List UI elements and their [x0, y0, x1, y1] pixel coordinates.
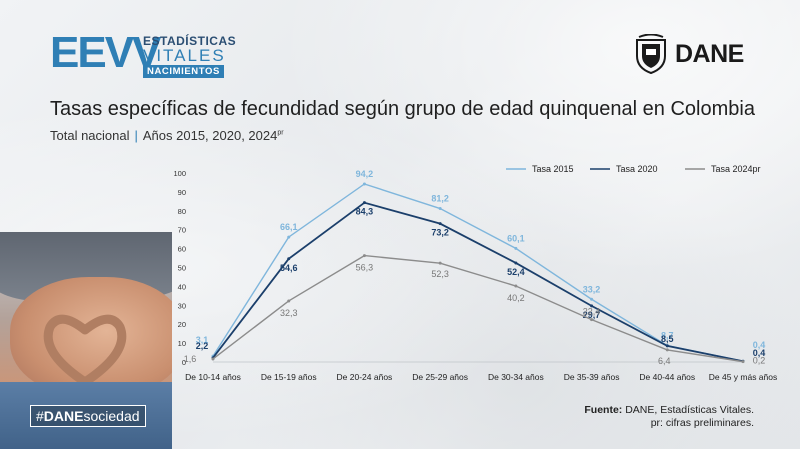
data-point: [287, 235, 291, 239]
data-label: 0,4: [753, 348, 766, 358]
y-tick-label: 0: [182, 358, 186, 367]
data-label: 8,7: [661, 331, 674, 341]
data-label: 8,5: [661, 334, 674, 344]
data-point: [665, 348, 669, 352]
x-tick-label: De 20-24 años: [337, 372, 393, 382]
subtitle-sup: pr: [277, 129, 284, 137]
hashtag-symbol: #: [36, 408, 44, 424]
data-point: [665, 344, 669, 348]
data-point: [514, 284, 518, 288]
series-line: [212, 201, 744, 363]
data-label: 81,2: [431, 194, 449, 204]
y-tick-label: 50: [178, 264, 186, 273]
data-label: 0,2: [753, 356, 766, 366]
page-title: Tasas específicas de fecundidad según gr…: [50, 98, 755, 120]
data-point: [514, 246, 518, 250]
subtitle-part2: Años 2015, 2020, 2024: [142, 128, 278, 143]
data-label: 73,2: [431, 228, 449, 238]
data-label: 6,4: [658, 356, 671, 366]
subtitle-part1: Total nacional: [50, 128, 130, 143]
data-label: 60,1: [507, 233, 525, 243]
x-tick-label: De 45 y más años: [709, 372, 778, 382]
x-tick-label: De 30-34 años: [488, 372, 544, 382]
data-point: [362, 201, 366, 205]
logo-line2: VITALES: [143, 46, 226, 65]
y-tick-label: 70: [178, 226, 186, 235]
x-tick-label: De 25-29 años: [412, 372, 468, 382]
data-label: 0,4: [753, 340, 766, 350]
data-point: [362, 254, 366, 258]
data-point: [362, 182, 366, 186]
legend-label: Tasa 2015: [532, 164, 574, 174]
data-point: [590, 297, 594, 301]
data-point: [211, 357, 215, 361]
data-label: 3,1: [196, 335, 209, 345]
logo-line1: ESTADÍSTICAS: [143, 34, 237, 48]
x-tick-label: De 35-39 años: [564, 372, 620, 382]
series-line: [212, 183, 744, 362]
logo-big-text: EEVV: [50, 28, 161, 77]
data-label: 54,6: [280, 263, 298, 273]
x-tick-label: De 10-14 años: [185, 372, 241, 382]
data-label: 1,6: [184, 354, 197, 364]
data-label: 40,2: [507, 293, 525, 303]
source-label: Fuente:: [584, 404, 623, 416]
y-tick-label: 100: [173, 169, 186, 178]
data-point: [287, 299, 291, 303]
data-label: 52,4: [507, 267, 525, 277]
x-tick-label: De 40-44 años: [639, 372, 695, 382]
data-label: 66,1: [280, 222, 298, 232]
data-point: [514, 261, 518, 265]
data-label: 84,3: [356, 207, 374, 217]
data-label: 33,2: [583, 284, 601, 294]
source-note: Fuente: DANE, Estadísticas Vitales. pr: …: [584, 404, 754, 430]
data-point: [590, 304, 594, 308]
x-tick-label: De 15-19 años: [261, 372, 317, 382]
legend-label: Tasa 2024pr: [711, 164, 761, 174]
legend-label: Tasa 2020: [616, 164, 658, 174]
data-label: 2,2: [196, 341, 209, 351]
data-label: 52,3: [431, 269, 449, 279]
series-line: [212, 254, 744, 363]
hashtag-rest: sociedad: [83, 408, 140, 424]
page-subtitle: Total nacional | Años 2015, 2020, 2024pr: [50, 128, 284, 143]
y-tick-label: 30: [178, 301, 186, 310]
data-point: [438, 222, 442, 226]
data-label: 94,2: [356, 169, 374, 179]
y-tick-label: 90: [178, 188, 186, 197]
dane-brand-text: DANE: [675, 40, 744, 68]
data-point: [590, 318, 594, 322]
y-tick-label: 80: [178, 207, 186, 216]
hashtag-bold: DANE: [43, 408, 84, 424]
y-tick-label: 10: [178, 339, 186, 348]
y-tick-label: 40: [178, 282, 186, 291]
data-point: [741, 360, 745, 364]
hashtag-badge: #DANEsociedad: [30, 405, 146, 427]
data-label: 32,3: [280, 308, 298, 318]
data-label: 22,4: [583, 307, 601, 317]
logo-line3: NACIMIENTOS: [143, 65, 224, 78]
data-point: [438, 207, 442, 211]
coat-of-arms-icon: [636, 34, 666, 74]
y-tick-label: 60: [178, 245, 186, 254]
data-point: [287, 257, 291, 261]
subtitle-separator: |: [134, 128, 138, 143]
data-label: 29,7: [583, 310, 601, 320]
heart-hands-icon: [43, 314, 127, 387]
data-point: [438, 261, 442, 265]
y-tick-label: 20: [178, 320, 186, 329]
source-footnote: pr: cifras preliminares.: [650, 417, 754, 429]
source-text: DANE, Estadísticas Vitales.: [625, 404, 754, 416]
data-label: 56,3: [356, 263, 374, 273]
